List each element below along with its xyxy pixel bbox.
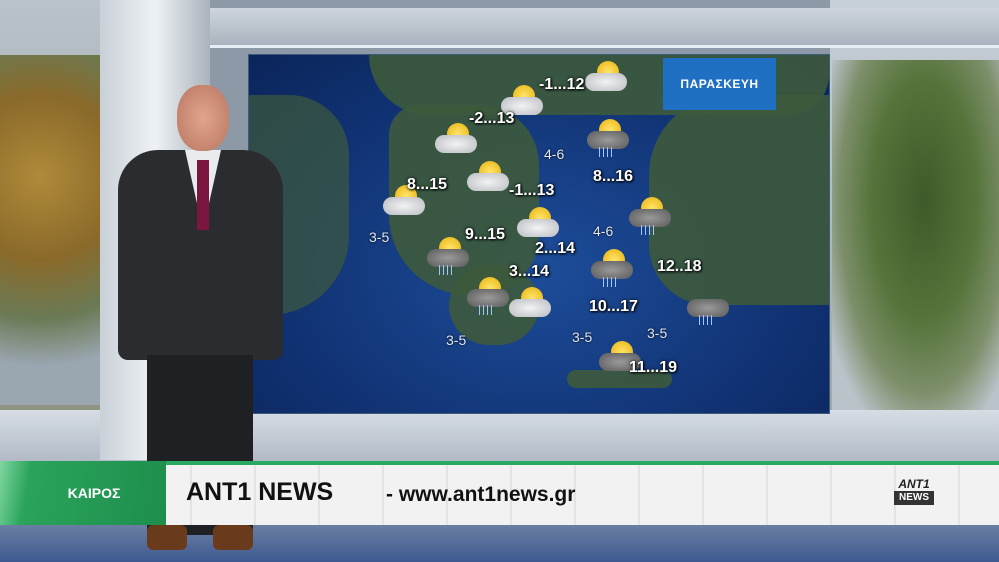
- window-trees-right: [832, 60, 999, 410]
- temp-label: 3...14: [509, 263, 550, 280]
- sun-cloud-icon: [431, 121, 479, 157]
- storm-rain-icon: [583, 117, 631, 157]
- storm-rain-icon: [587, 247, 635, 287]
- wind-label: 3-5: [572, 329, 593, 345]
- temp-label: 8...16: [593, 168, 634, 185]
- storm-rain-icon: [463, 275, 511, 315]
- temp-label: 10...17: [589, 298, 638, 315]
- temp-label: -1...12: [539, 76, 585, 93]
- temp-label: 9...15: [465, 226, 506, 243]
- window-trees-left: [0, 55, 100, 405]
- sun-cloud-icon: [513, 205, 561, 241]
- section-label: ΚΑΙΡΟΣ: [0, 461, 166, 525]
- wind-label: 4-6: [593, 223, 614, 239]
- storm-icon: [683, 285, 731, 325]
- sun-cloud-icon: [379, 183, 427, 219]
- ant1-news-logo: ANT1 NEWS: [894, 477, 934, 509]
- ticker-url: - www.ant1news.gr: [386, 483, 576, 506]
- logo-bottom: NEWS: [894, 491, 934, 505]
- land-crete: [567, 370, 672, 388]
- news-ticker-bar: [0, 461, 999, 525]
- temp-label: 12..18: [657, 258, 702, 275]
- temp-label: 11...19: [629, 359, 678, 376]
- day-label: ΠΑΡΑΣΚΕΥΗ: [663, 58, 776, 110]
- sun-cloud-icon: [497, 83, 545, 119]
- temp-label: 8...15: [407, 176, 448, 193]
- temp-label: 2...14: [535, 240, 576, 257]
- sun-cloud-icon: [505, 285, 553, 321]
- wind-label: 4-6: [544, 146, 565, 162]
- temp-label: -2...13: [469, 110, 515, 127]
- storm-icon: [595, 339, 643, 375]
- weather-map: ΠΑΡΑΣΚΕΥΗ -1...12 -2...13 8...15 -1...13…: [248, 54, 830, 414]
- sun-cloud-icon: [581, 59, 629, 95]
- temp-label: -1...13: [509, 182, 555, 199]
- logo-top: ANT1: [898, 477, 930, 491]
- ticker-brand: ANT1 NEWS: [186, 478, 334, 506]
- wind-label: 3-5: [647, 325, 668, 341]
- land-turkey: [649, 95, 829, 305]
- video-wall-frame: [210, 8, 999, 48]
- sun-cloud-icon: [463, 159, 511, 195]
- storm-rain-icon: [625, 195, 673, 235]
- storm-rain-icon: [423, 235, 471, 275]
- wind-label: 3-5: [369, 229, 390, 245]
- wind-label: 3-5: [446, 332, 467, 348]
